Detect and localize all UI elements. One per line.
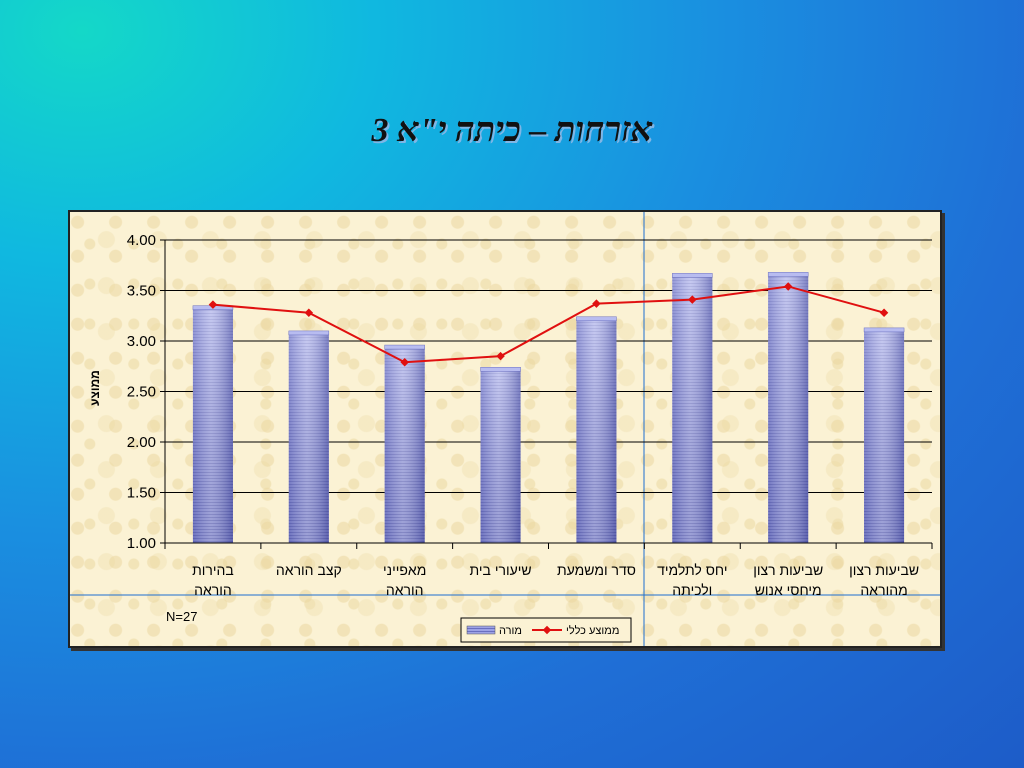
bar xyxy=(384,344,425,543)
x-tick-label: ולכיתה xyxy=(672,582,712,598)
slide-title: אזרחות – כיתה י"א 3 xyxy=(371,112,653,149)
bar-shade xyxy=(672,275,713,543)
bar xyxy=(767,272,809,543)
bar-cap xyxy=(672,273,713,278)
bar-cap xyxy=(384,344,425,350)
x-tick-label: סדר ומשמעת xyxy=(557,562,636,578)
chart-frame: 1.00 1.50 2.00 2.50 3.00 3.50 4.00 בהירות הוראה… xyxy=(68,210,942,648)
bar-shade xyxy=(576,318,617,543)
y-tick-label: 2.00 xyxy=(127,434,156,451)
bar xyxy=(672,273,713,543)
bar-shade xyxy=(864,329,905,543)
bar-shade xyxy=(480,369,521,543)
average-point xyxy=(400,357,409,367)
bar-cap xyxy=(480,367,521,372)
x-tick-label: הוראה xyxy=(386,582,424,598)
sample-size-annotation: N=27 xyxy=(166,609,197,624)
y-axis-label: ממוצע xyxy=(88,370,102,406)
y-tick-label: 3.00 xyxy=(127,333,156,350)
x-tick-label: מאפייני xyxy=(383,562,426,578)
bar-cap xyxy=(576,316,617,322)
x-tick-label: שיעורי בית xyxy=(470,562,532,578)
legend-swatch-teacher xyxy=(466,625,496,635)
bar xyxy=(192,305,234,543)
y-tick-label: 1.00 xyxy=(127,535,156,552)
bar xyxy=(480,367,521,543)
bar-shade xyxy=(384,347,425,543)
x-tick-label: מהוראה xyxy=(860,582,907,598)
bar xyxy=(288,330,330,543)
average-point xyxy=(208,300,218,309)
y-tick-label: 4.00 xyxy=(127,232,156,249)
x-tick-label: הוראה xyxy=(194,582,232,598)
bar xyxy=(576,316,617,543)
bar-cap xyxy=(863,327,905,333)
x-tick-label: בהירות xyxy=(192,562,234,578)
chart-svg: 1.00 1.50 2.00 2.50 3.00 3.50 4.00 בהירות הוראה… xyxy=(70,212,940,646)
bar xyxy=(863,327,905,543)
average-point xyxy=(592,299,601,308)
y-tick-label: 1.50 xyxy=(127,485,156,502)
legend-label-average: ממוצע כללי xyxy=(566,624,619,637)
x-tick-label: מיחסי אנוש xyxy=(755,582,822,598)
average-point xyxy=(879,308,889,317)
x-tick-label: שביעות רצון xyxy=(753,562,823,578)
bar-cap xyxy=(767,272,809,277)
y-tick-label: 2.50 xyxy=(127,384,156,401)
bar-cap xyxy=(288,330,330,336)
average-point xyxy=(304,308,314,317)
x-tick-label: קצב הוראה xyxy=(276,562,342,578)
x-tick-label: שביעות רצון xyxy=(849,562,919,578)
legend-label-teacher: מורה xyxy=(499,625,522,637)
bar-shade xyxy=(768,274,809,543)
bar-shade xyxy=(192,307,233,543)
bar-shade xyxy=(288,332,329,543)
average-point xyxy=(496,351,505,361)
average-line xyxy=(212,285,885,364)
y-tick-label: 3.50 xyxy=(127,283,156,300)
average-point xyxy=(688,295,697,304)
legend: מורה ממוצע כללי xyxy=(460,617,632,643)
x-tick-label: יחס לתלמיד xyxy=(657,562,727,578)
